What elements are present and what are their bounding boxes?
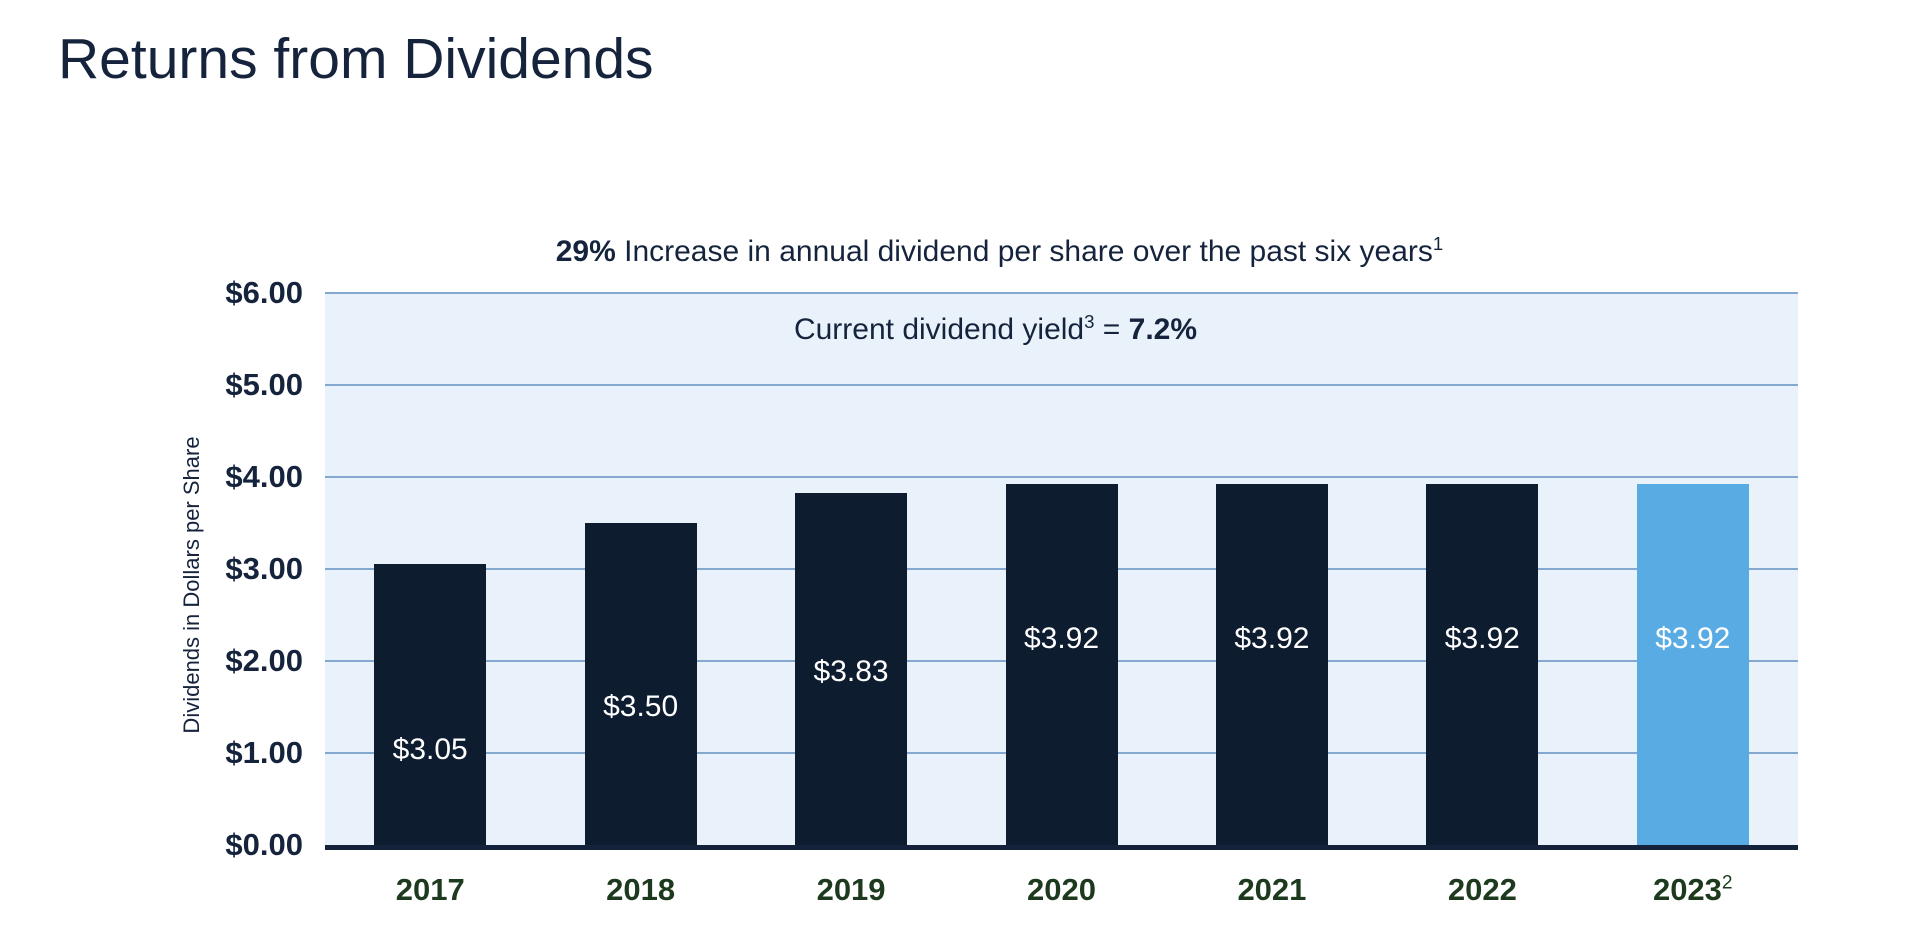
x-tick-label: 2021 [1237,872,1307,907]
bar-value-label: $3.83 [813,655,889,689]
bar-2022: $3.92 [1426,484,1539,845]
x-tick-label: 2019 [816,872,886,907]
bar-2017: $3.05 [374,564,487,845]
x-tick-label: 2020 [1027,872,1096,907]
y-tick-label: $0.00 [225,827,303,862]
bar-value-label: $3.92 [1023,622,1100,656]
footnote-ref-1: 1 [1432,233,1444,254]
footnote-ref-3: 3 [1084,311,1095,332]
gridline [325,384,1798,386]
bar-value-label: $3.92 [1444,622,1520,656]
x-label-2018: 2018 [541,872,741,908]
x-label-2022: 2022 [1382,872,1582,908]
x-label-2023: 20232 [1593,872,1793,908]
dividend-yield-note: Current dividend yield3 = 7.2% [259,311,1732,347]
y-tick-label: $6.00 [225,275,303,310]
x-label-2017: 2017 [330,872,530,908]
chart-headline: 29% Increase in annual dividend per shar… [263,233,1736,269]
x-tick-label: 2022 [1447,872,1517,907]
x-tick-label: 2017 [395,872,465,907]
bar-2021: $3.92 [1215,484,1328,845]
y-tick-label: $4.00 [225,459,303,494]
bar-2018: $3.50 [584,523,697,845]
headline-text: Increase in annual dividend per share ov… [615,235,1433,268]
x-tick-label: 2023 [1652,872,1722,907]
y-tick-label: $5.00 [225,367,303,402]
yield-equals: = [1094,313,1129,346]
x-label-2020: 2020 [962,872,1162,908]
bar-value-label: $3.92 [1655,622,1731,656]
yield-value: 7.2% [1128,313,1198,346]
gridline [325,476,1798,478]
page-title: Returns from Dividends [58,27,654,91]
x-label-2019: 2019 [751,872,951,908]
bar-value-label: $3.92 [1234,622,1310,656]
plot-area: Current dividend yield3 = 7.2% $3.05 $3.5… [325,292,1798,850]
yield-text: Current dividend yield [793,313,1085,346]
bar-2020: $3.92 [1005,484,1118,845]
bar-2019: $3.83 [795,492,908,845]
footnote-ref-2: 2 [1721,872,1733,894]
y-tick-label: $3.00 [225,551,303,586]
bar-2023: $3.92 [1636,484,1749,845]
y-tick-label: $1.00 [225,735,303,770]
gridline [325,292,1798,294]
x-label-2021: 2021 [1172,872,1372,908]
bar-value-label: $3.50 [603,689,679,723]
bar-value-label: $3.05 [392,732,468,766]
headline-percent: 29% [555,235,616,268]
y-tick-label: $2.00 [225,643,303,678]
x-tick-label: 2018 [606,872,676,907]
